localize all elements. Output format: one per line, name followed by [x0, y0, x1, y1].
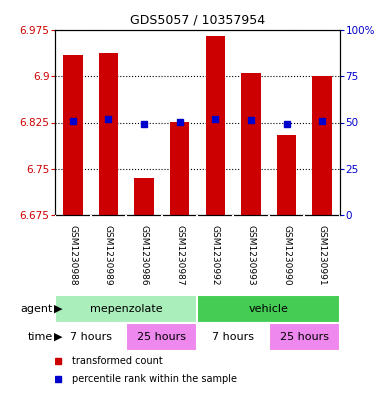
Text: GSM1230988: GSM1230988	[68, 225, 77, 285]
Bar	[241, 73, 261, 215]
Text: time: time	[28, 332, 53, 342]
Text: 7 hours: 7 hours	[70, 332, 112, 342]
Text: GSM1230986: GSM1230986	[139, 225, 149, 285]
Text: agent: agent	[21, 304, 53, 314]
Bar	[134, 178, 154, 215]
Text: GSM1230992: GSM1230992	[211, 225, 220, 285]
Bar	[198, 323, 269, 351]
Bar	[206, 36, 225, 215]
Text: transformed count: transformed count	[72, 356, 163, 366]
Bar	[55, 295, 198, 323]
Text: ▶: ▶	[54, 304, 62, 314]
Title: GDS5057 / 10357954: GDS5057 / 10357954	[130, 13, 265, 26]
Text: GSM1230993: GSM1230993	[246, 225, 255, 285]
Bar	[63, 55, 83, 215]
Bar	[99, 53, 118, 215]
Text: ▶: ▶	[54, 332, 62, 342]
Bar	[55, 323, 126, 351]
Text: GSM1230987: GSM1230987	[175, 225, 184, 285]
Text: 25 hours: 25 hours	[280, 332, 329, 342]
Bar	[312, 76, 332, 215]
Text: vehicle: vehicle	[249, 304, 289, 314]
Text: GSM1230990: GSM1230990	[282, 225, 291, 285]
Bar	[198, 295, 340, 323]
Bar	[170, 123, 189, 215]
Text: 7 hours: 7 hours	[212, 332, 254, 342]
Bar	[269, 323, 340, 351]
Bar	[126, 323, 198, 351]
Text: 25 hours: 25 hours	[137, 332, 186, 342]
Text: GSM1230991: GSM1230991	[318, 225, 327, 285]
Text: GSM1230989: GSM1230989	[104, 225, 113, 285]
Text: percentile rank within the sample: percentile rank within the sample	[72, 374, 237, 384]
Text: mepenzolate: mepenzolate	[90, 304, 162, 314]
Bar	[277, 135, 296, 215]
